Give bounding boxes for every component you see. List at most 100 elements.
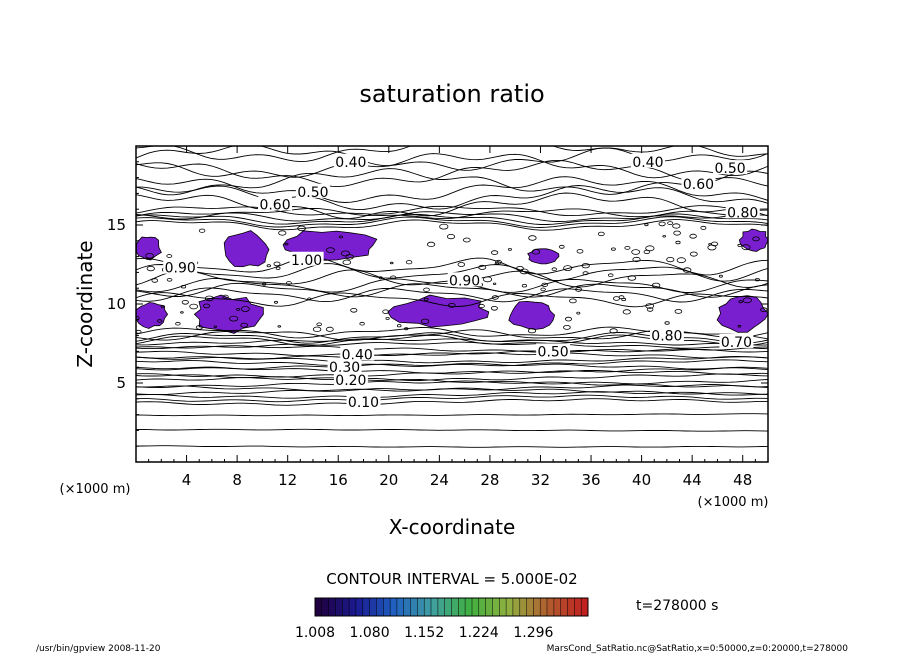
contour-fragment [236,307,241,311]
contour-fragment [389,261,394,265]
contour-fragment [707,244,717,251]
contour-fragment [189,303,199,310]
contour-fragment [457,262,465,267]
contour-fragment [569,298,577,304]
contour-fragment [646,307,654,312]
contour-fragment [611,247,616,251]
contour-fragment [645,303,655,309]
contour-label-bg [713,160,748,175]
colorbar-segment [431,598,439,616]
colorbar-segment [376,598,384,616]
contour-fragment [491,295,499,300]
contour-fragment [540,287,546,292]
contour-line [136,219,768,231]
contour-line [136,369,768,378]
shaded-region [193,294,264,334]
colorbar-segment [451,598,459,616]
contour-label: 0.90 [165,261,196,277]
colorbar-segment [444,598,452,616]
contour-line [136,428,768,432]
colorbar-segment [369,598,377,616]
contour-fragment [613,296,621,301]
x-axis-label: X-coordinate [389,515,516,539]
contour-label-bg [725,204,760,219]
contour-fragment [741,244,751,251]
contour-fragment [175,321,181,326]
contour-fragment [541,282,548,287]
contour-fragment [420,318,430,325]
chart-title: saturation ratio [359,80,544,108]
x-tick-label: 20 [379,471,398,489]
colorbar-segment [574,598,582,616]
colorbar-segment [506,598,514,616]
colorbar-segment [567,598,575,616]
contour-fragment [229,315,239,322]
contour-fragment [662,235,666,238]
contour-fragment [490,305,498,311]
contour-fragment [482,276,493,283]
contour-label-bg [258,196,293,211]
contour-fragment [204,295,214,302]
contour-fragment [582,271,589,276]
contour-fragment [754,278,760,282]
contour-fragment [675,240,681,245]
colorbar-segment [499,598,507,616]
contour-fragment [682,267,692,273]
contour-fragment [285,281,292,285]
contour-fragment [673,230,681,236]
colorbar-segment [492,598,500,616]
colorbar [314,598,589,616]
contour-line [136,341,768,350]
colorbar-segment [342,598,350,616]
contour-label: 0.80 [651,329,682,345]
colorbar-segment [424,598,432,616]
contour-fragment [278,230,287,236]
contour-fragment [382,309,390,314]
y-tick-label: 15 [107,216,126,234]
contour-lines [136,146,768,448]
contour-fragment [222,294,229,299]
contour-line [136,352,768,360]
contour-fragment [597,231,605,237]
contour-fragment [676,257,686,264]
colorbar-ticks: 1.008 1.080 1.152 1.224 1.296 [295,625,554,641]
contour-fragment [396,324,402,328]
colorbar-segment [478,598,487,616]
contour-fragment [378,276,383,280]
colorbar-segment [560,598,568,616]
contour-fragment [651,282,661,289]
contour-fragment [528,235,537,241]
contour-fragment [737,324,742,328]
colorbar-tick-label: 1.008 [295,625,335,641]
contour-label-bg [719,333,754,348]
colorbar-segment [519,598,528,616]
contour-fragment [742,297,752,304]
contour-label-bg [163,259,198,274]
x-tick-label: 28 [480,471,499,489]
colorbar-segment [315,598,323,616]
contour-label: 0.20 [335,373,366,389]
contour-label-bg [327,359,362,374]
contour-fragment [240,322,249,328]
contour-fragment [198,228,206,233]
contour-label-bg [649,327,684,342]
colorbar-segment [383,598,391,616]
colorbar-segment [410,598,418,616]
contour-line [136,292,768,308]
contour-fragment [519,268,529,275]
contour-fragment [312,326,322,332]
contour-fragment [563,265,573,272]
contour-fragment [136,329,142,334]
contour-line [136,168,768,196]
footer-source: MarsCond_SatRatio.nc@SatRatio,x=0:50000,… [547,644,849,654]
colorbar-segment [581,598,589,616]
contour-label-bg [333,371,368,386]
contour-fragment [404,327,409,331]
x-tick-label: 4 [182,471,192,489]
contour-interval-text: CONTOUR INTERVAL = 5.000E-02 [326,570,577,588]
contour-fragment [563,324,571,330]
contour-fragment [359,321,365,326]
colorbar-segment [403,598,411,616]
contour-line [136,359,768,367]
